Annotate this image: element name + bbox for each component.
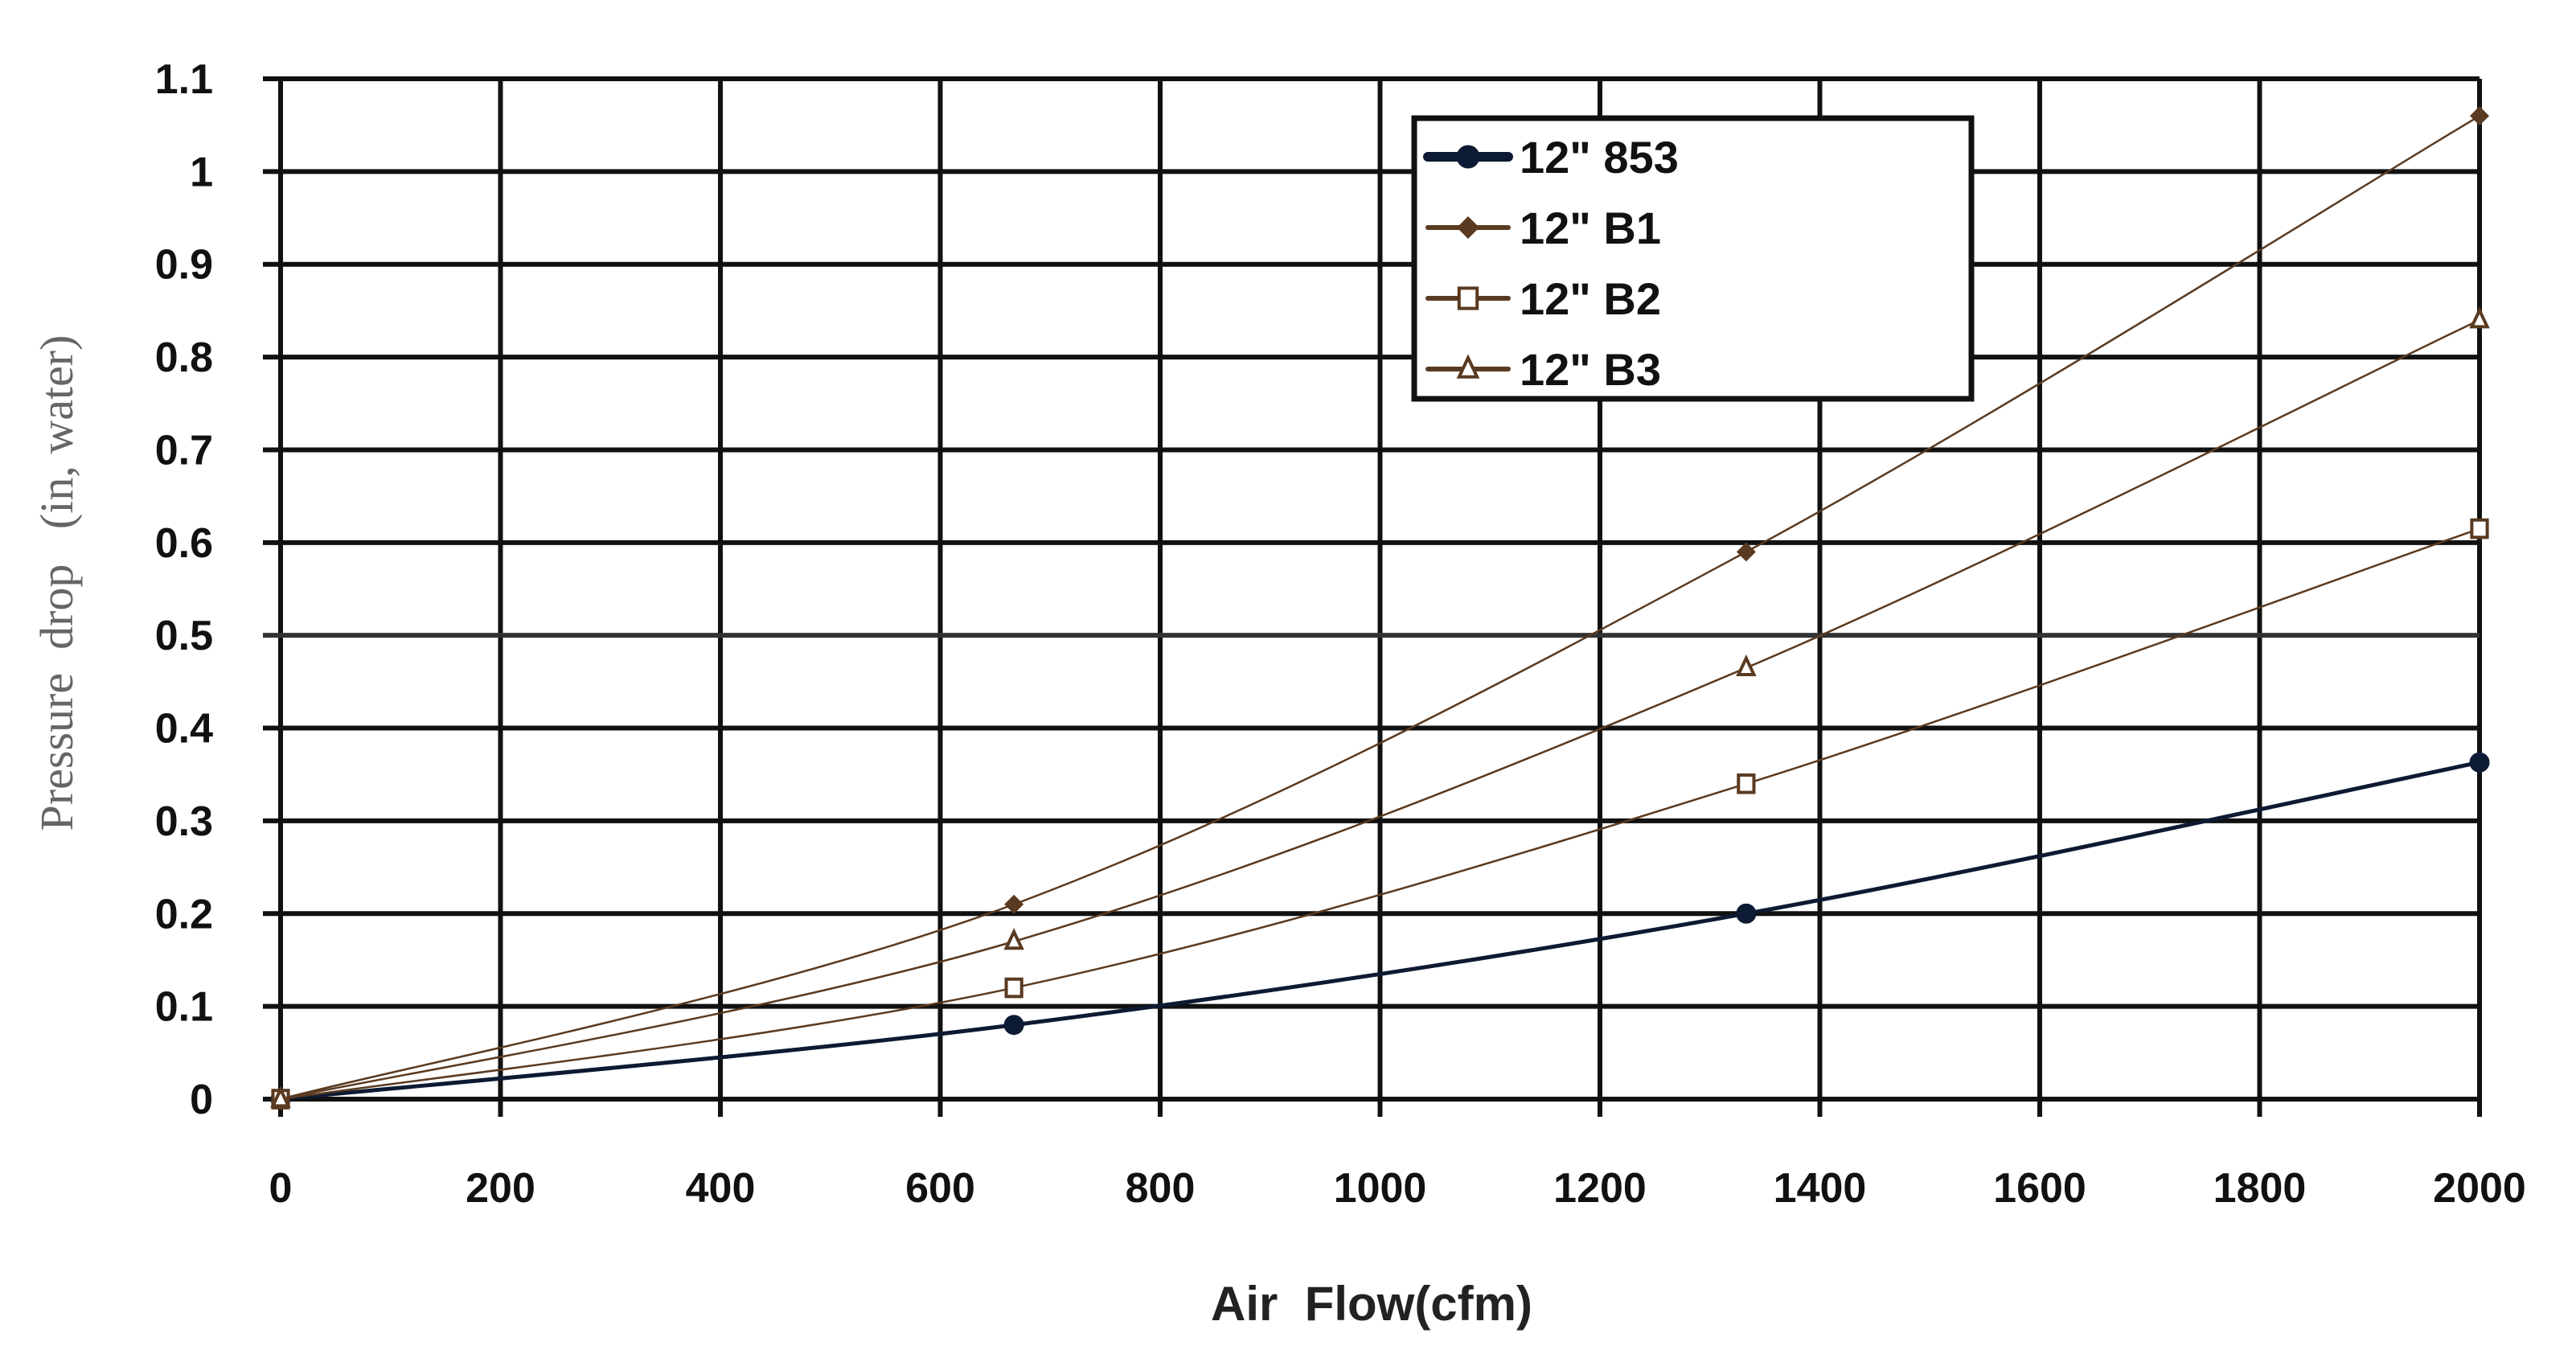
x-tick-label: 1200 — [1553, 1165, 1647, 1212]
legend-entry: 12" B1 — [1425, 203, 1661, 253]
series-line — [280, 760, 2480, 1102]
y-tick-label: 1.1 — [155, 56, 213, 103]
x-tick-label: 600 — [905, 1165, 975, 1212]
x-tick-label: 800 — [1126, 1165, 1196, 1212]
y-tick-label: 0 — [190, 1077, 213, 1123]
legend-box — [1411, 115, 1975, 402]
y-tick-label: 0.9 — [155, 242, 213, 289]
grid — [263, 76, 2482, 1117]
marker-triangle — [1736, 654, 1757, 676]
x-tick-labels: 0 200 400 600 800 1000 1200 1400 1600 1800 2000 — [269, 1165, 2526, 1212]
marker-triangle — [2469, 306, 2490, 329]
marker-circle — [1003, 1015, 1024, 1036]
legend-entry: 12" B3 — [1425, 344, 1661, 395]
marker-triangle — [1456, 354, 1480, 379]
y-tick-labels: 0 0.1 0.2 0.3 0.4 0.5 0.6 0.7 0.8 0.9 1 1.1 — [155, 56, 213, 1123]
legend-label: 12" B1 — [1520, 203, 1661, 253]
x-tick-label: 1600 — [1993, 1165, 2086, 1212]
x-tick-label: 0 — [269, 1165, 293, 1212]
y-tick-label: 0.2 — [155, 891, 213, 938]
legend-label: 12" 853 — [1520, 132, 1679, 183]
y-tick-label: 0.8 — [155, 334, 213, 381]
series-lines — [270, 106, 2490, 1110]
marker-square — [2470, 518, 2489, 540]
marker-square — [1004, 977, 1023, 999]
series-line — [280, 527, 2480, 1101]
y-tick-label: 0.5 — [155, 613, 213, 659]
marker-circle — [1736, 903, 1757, 924]
marker-square — [1457, 286, 1479, 310]
marker-square — [1737, 773, 1756, 794]
marker-circle — [2469, 752, 2490, 773]
marker-diamond — [1457, 216, 1479, 239]
x-tick-label: 2000 — [2433, 1165, 2526, 1212]
y-tick-label: 0.7 — [155, 427, 213, 474]
marker-triangle — [270, 1085, 291, 1108]
legend-entry: 12" 853 — [1423, 132, 1679, 183]
y-tick-label: 0.3 — [155, 798, 213, 845]
x-tick-label: 1800 — [2213, 1165, 2307, 1212]
series-line — [280, 318, 2480, 1101]
x-tick-label: 200 — [466, 1165, 535, 1212]
marker-triangle — [1003, 928, 1024, 950]
marker-diamond — [2470, 106, 2489, 126]
legend-label: 12" B2 — [1520, 273, 1661, 324]
series-line — [280, 115, 2480, 1101]
legend-label: 12" B3 — [1520, 344, 1661, 395]
series-3 — [270, 306, 2490, 1108]
x-tick-label: 400 — [686, 1165, 756, 1212]
x-tick-label: 1000 — [1334, 1165, 1427, 1212]
legend-entry: 12" B2 — [1425, 273, 1661, 324]
marker-diamond — [1004, 894, 1024, 914]
marker-diamond — [1736, 542, 1756, 562]
y-axis-label: Pressure drop (in, water) — [31, 335, 83, 831]
x-tick-label: 1400 — [1774, 1165, 1867, 1212]
y-tick-label: 0.6 — [155, 520, 213, 567]
legend: 12" 853 12" B1 12" B2 12" B3 — [1411, 115, 1975, 402]
y-tick-label: 0.1 — [155, 984, 213, 1031]
x-axis-label: Air Flow(cfm) — [1211, 1277, 1532, 1331]
y-tick-label: 1 — [190, 149, 213, 195]
marker-circle — [1456, 145, 1480, 169]
y-tick-label: 0.4 — [155, 706, 213, 753]
